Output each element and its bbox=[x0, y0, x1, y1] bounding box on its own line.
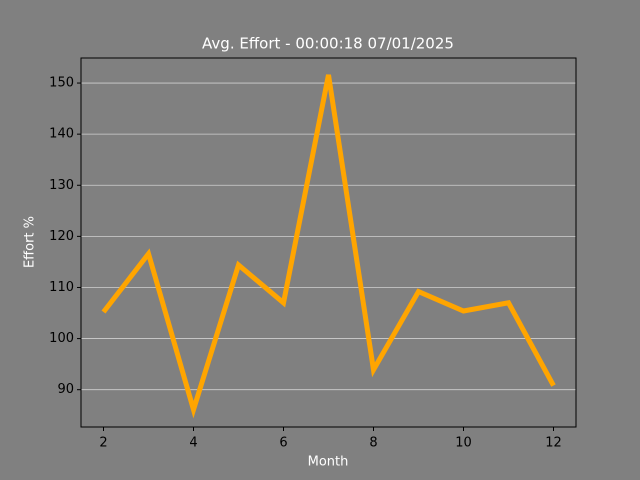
y-tick-label: 110 bbox=[49, 280, 74, 295]
y-axis-label: Effort % bbox=[23, 216, 38, 268]
y-tick-label: 150 bbox=[49, 76, 74, 91]
x-axis-label: Month bbox=[308, 455, 349, 470]
x-tick-label: 6 bbox=[279, 436, 287, 451]
x-tick-label: 10 bbox=[455, 436, 472, 451]
x-tick-label: 2 bbox=[99, 436, 107, 451]
y-tick-label: 120 bbox=[49, 229, 74, 244]
y-tick-label: 100 bbox=[49, 331, 74, 346]
y-tick-label: 140 bbox=[49, 127, 74, 142]
plot-frame bbox=[80, 57, 577, 428]
chart-title: Avg. Effort - 00:00:18 07/01/2025 bbox=[202, 35, 454, 53]
y-tick-label: 130 bbox=[49, 178, 74, 193]
x-tick-label: 12 bbox=[545, 436, 562, 451]
x-tick-label: 8 bbox=[369, 436, 377, 451]
line-series bbox=[101, 74, 556, 419]
x-tick-label: 4 bbox=[189, 436, 197, 451]
y-tick-label: 90 bbox=[57, 382, 74, 397]
